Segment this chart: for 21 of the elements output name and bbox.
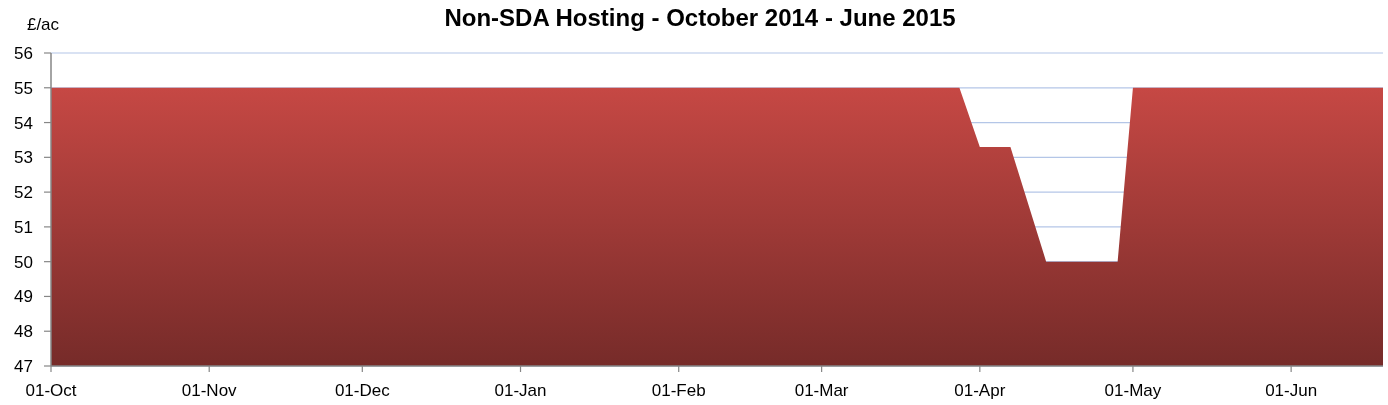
y-tick-label: 53 xyxy=(14,148,33,168)
y-tick-label: 52 xyxy=(14,183,33,203)
y-tick-label: 48 xyxy=(14,322,33,342)
y-tick-label: 51 xyxy=(14,217,33,237)
y-tick-label: 49 xyxy=(14,287,33,307)
x-tick-label: 01-Jun xyxy=(1265,381,1318,400)
x-tick-label: 01-Nov xyxy=(181,381,238,400)
y-tick-label: 55 xyxy=(14,78,33,98)
y-tick-label: 47 xyxy=(14,356,33,376)
y-tick-label: 56 xyxy=(14,43,33,63)
y-axis-title: £/ac xyxy=(26,15,60,34)
x-tick-label: 01-Oct xyxy=(25,381,77,400)
x-tick-label: 01-Mar xyxy=(794,381,849,400)
y-tick-label: 50 xyxy=(14,252,33,272)
chart-title: Non-SDA Hosting - October 2014 - June 2015 xyxy=(444,4,956,31)
x-tick-label: 01-Apr xyxy=(954,381,1006,400)
x-tick-label: 01-Feb xyxy=(651,381,706,400)
x-tick-label: 01-Dec xyxy=(334,381,391,400)
x-tick-label: 01-May xyxy=(1104,381,1162,400)
y-tick-label: 54 xyxy=(14,113,33,133)
x-tick-label: 01-Jan xyxy=(494,381,547,400)
